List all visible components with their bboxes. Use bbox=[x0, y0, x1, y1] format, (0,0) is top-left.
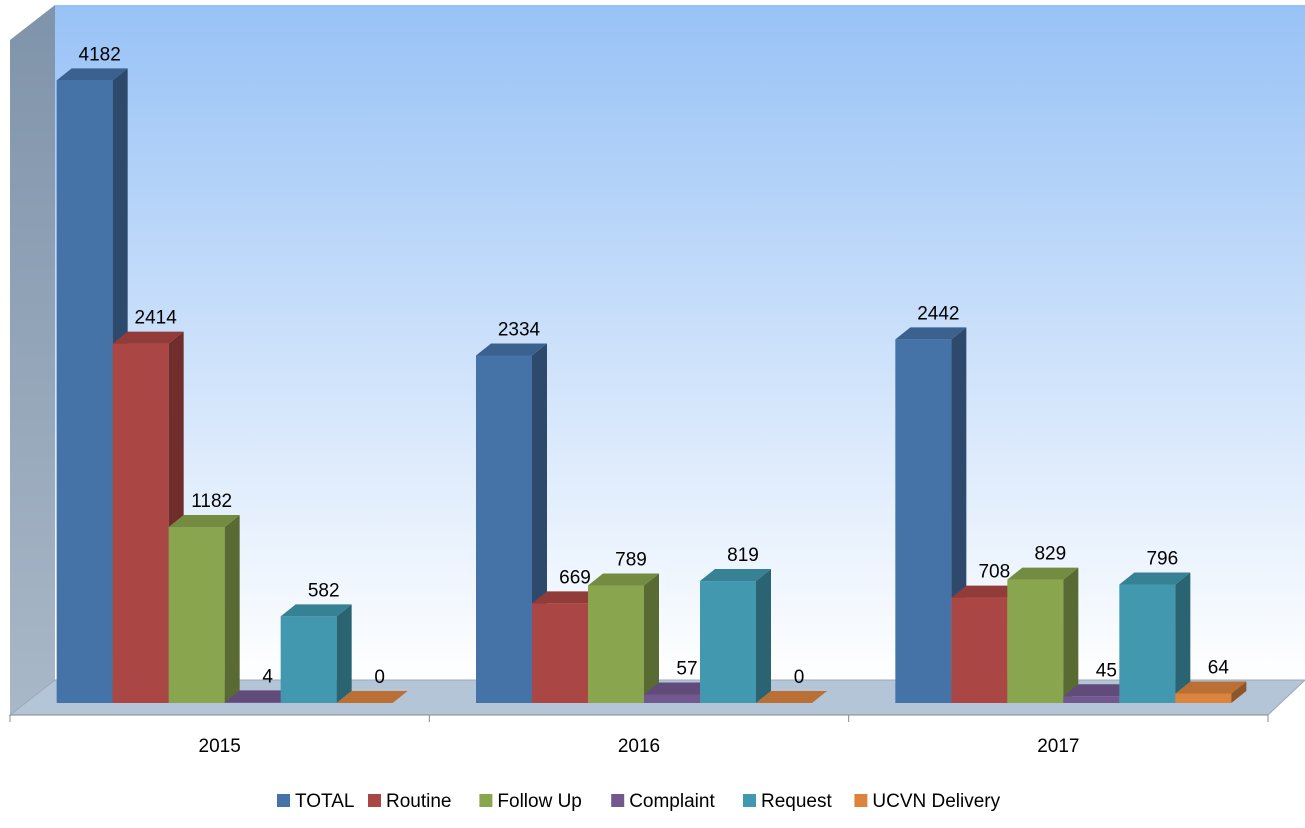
bar-top bbox=[56, 68, 128, 81]
bar bbox=[280, 604, 352, 703]
legend-label: Complaint bbox=[629, 791, 715, 812]
x-tick-label: 2016 bbox=[618, 736, 660, 757]
data-label: 2442 bbox=[917, 303, 959, 324]
bar-front bbox=[1175, 693, 1232, 703]
bar bbox=[168, 515, 240, 703]
bar-top bbox=[532, 591, 603, 604]
bar-front bbox=[588, 585, 644, 703]
bar-front bbox=[112, 343, 169, 703]
bar-top bbox=[756, 691, 827, 703]
data-label: 708 bbox=[978, 562, 1010, 583]
bar-top bbox=[1119, 572, 1191, 585]
bar-front bbox=[532, 603, 588, 703]
back-wall bbox=[55, 5, 1305, 680]
bar bbox=[588, 573, 659, 703]
bar-top bbox=[336, 691, 408, 703]
data-label: 57 bbox=[676, 659, 697, 680]
bar-side bbox=[224, 515, 240, 703]
bar-top bbox=[1007, 567, 1079, 580]
bar-front bbox=[895, 339, 952, 703]
bar-top bbox=[951, 585, 1023, 598]
data-label: 4182 bbox=[79, 44, 121, 65]
bar-top bbox=[1175, 681, 1247, 694]
legend-label: Follow Up bbox=[497, 791, 581, 812]
legend-swatch bbox=[854, 794, 868, 807]
bar-front bbox=[224, 702, 281, 703]
bar bbox=[1175, 681, 1247, 703]
x-tick-label: 2015 bbox=[199, 736, 241, 757]
data-label: 669 bbox=[559, 567, 591, 588]
bar-front bbox=[168, 527, 225, 703]
bar-front bbox=[56, 80, 113, 703]
legend-label: Routine bbox=[386, 791, 452, 812]
bar-top bbox=[476, 343, 547, 356]
bar-top bbox=[644, 682, 715, 695]
bar-top bbox=[112, 331, 184, 344]
bar-side bbox=[1063, 567, 1079, 703]
bar-front bbox=[1007, 579, 1064, 703]
bar bbox=[700, 569, 771, 703]
bar-front bbox=[476, 355, 532, 703]
data-label: 4 bbox=[262, 666, 273, 687]
data-label: 0 bbox=[794, 667, 805, 688]
legend-label: Request bbox=[761, 791, 832, 812]
data-label: 2334 bbox=[498, 319, 541, 340]
bar-top bbox=[168, 515, 240, 528]
data-label: 819 bbox=[727, 545, 759, 566]
data-label: 829 bbox=[1034, 544, 1066, 565]
bar bbox=[756, 691, 827, 703]
bar-front bbox=[280, 616, 337, 703]
legend-label: UCVN Delivery bbox=[872, 791, 1000, 812]
bar-front bbox=[700, 581, 756, 703]
legend-swatch bbox=[611, 794, 625, 807]
bar bbox=[1007, 567, 1079, 703]
bar bbox=[56, 68, 128, 703]
side-wall bbox=[10, 5, 55, 715]
bar-side bbox=[336, 604, 352, 703]
bar bbox=[1119, 572, 1191, 703]
x-tick-label: 2017 bbox=[1037, 736, 1079, 757]
bar-side bbox=[756, 569, 771, 703]
bar-side bbox=[1231, 681, 1247, 703]
bar-top bbox=[280, 604, 352, 617]
data-label: 2414 bbox=[135, 308, 178, 329]
bar-front bbox=[951, 597, 1008, 703]
bar bbox=[336, 691, 408, 703]
bar-front bbox=[644, 694, 700, 703]
legend-label: TOTAL bbox=[295, 791, 354, 812]
bar-front bbox=[1119, 584, 1176, 703]
data-label: 1182 bbox=[191, 491, 232, 512]
legend-swatch bbox=[479, 794, 493, 807]
data-label: 0 bbox=[374, 667, 385, 688]
legend-swatch bbox=[743, 794, 756, 807]
bar-side bbox=[644, 573, 659, 703]
bar-front bbox=[1063, 696, 1120, 703]
data-label: 789 bbox=[615, 550, 647, 571]
bar bbox=[895, 327, 967, 703]
bar-top bbox=[224, 690, 296, 703]
bar-side bbox=[1175, 572, 1191, 703]
legend-swatch bbox=[277, 794, 290, 807]
bar-top bbox=[895, 327, 967, 340]
data-label: 796 bbox=[1146, 548, 1178, 569]
bar-top bbox=[588, 573, 659, 586]
bar-top bbox=[700, 569, 771, 582]
bar-top bbox=[1063, 684, 1135, 697]
data-label: 45 bbox=[1096, 660, 1117, 681]
data-label: 582 bbox=[308, 580, 340, 601]
legend-swatch bbox=[368, 794, 381, 807]
data-label: 64 bbox=[1208, 657, 1230, 678]
